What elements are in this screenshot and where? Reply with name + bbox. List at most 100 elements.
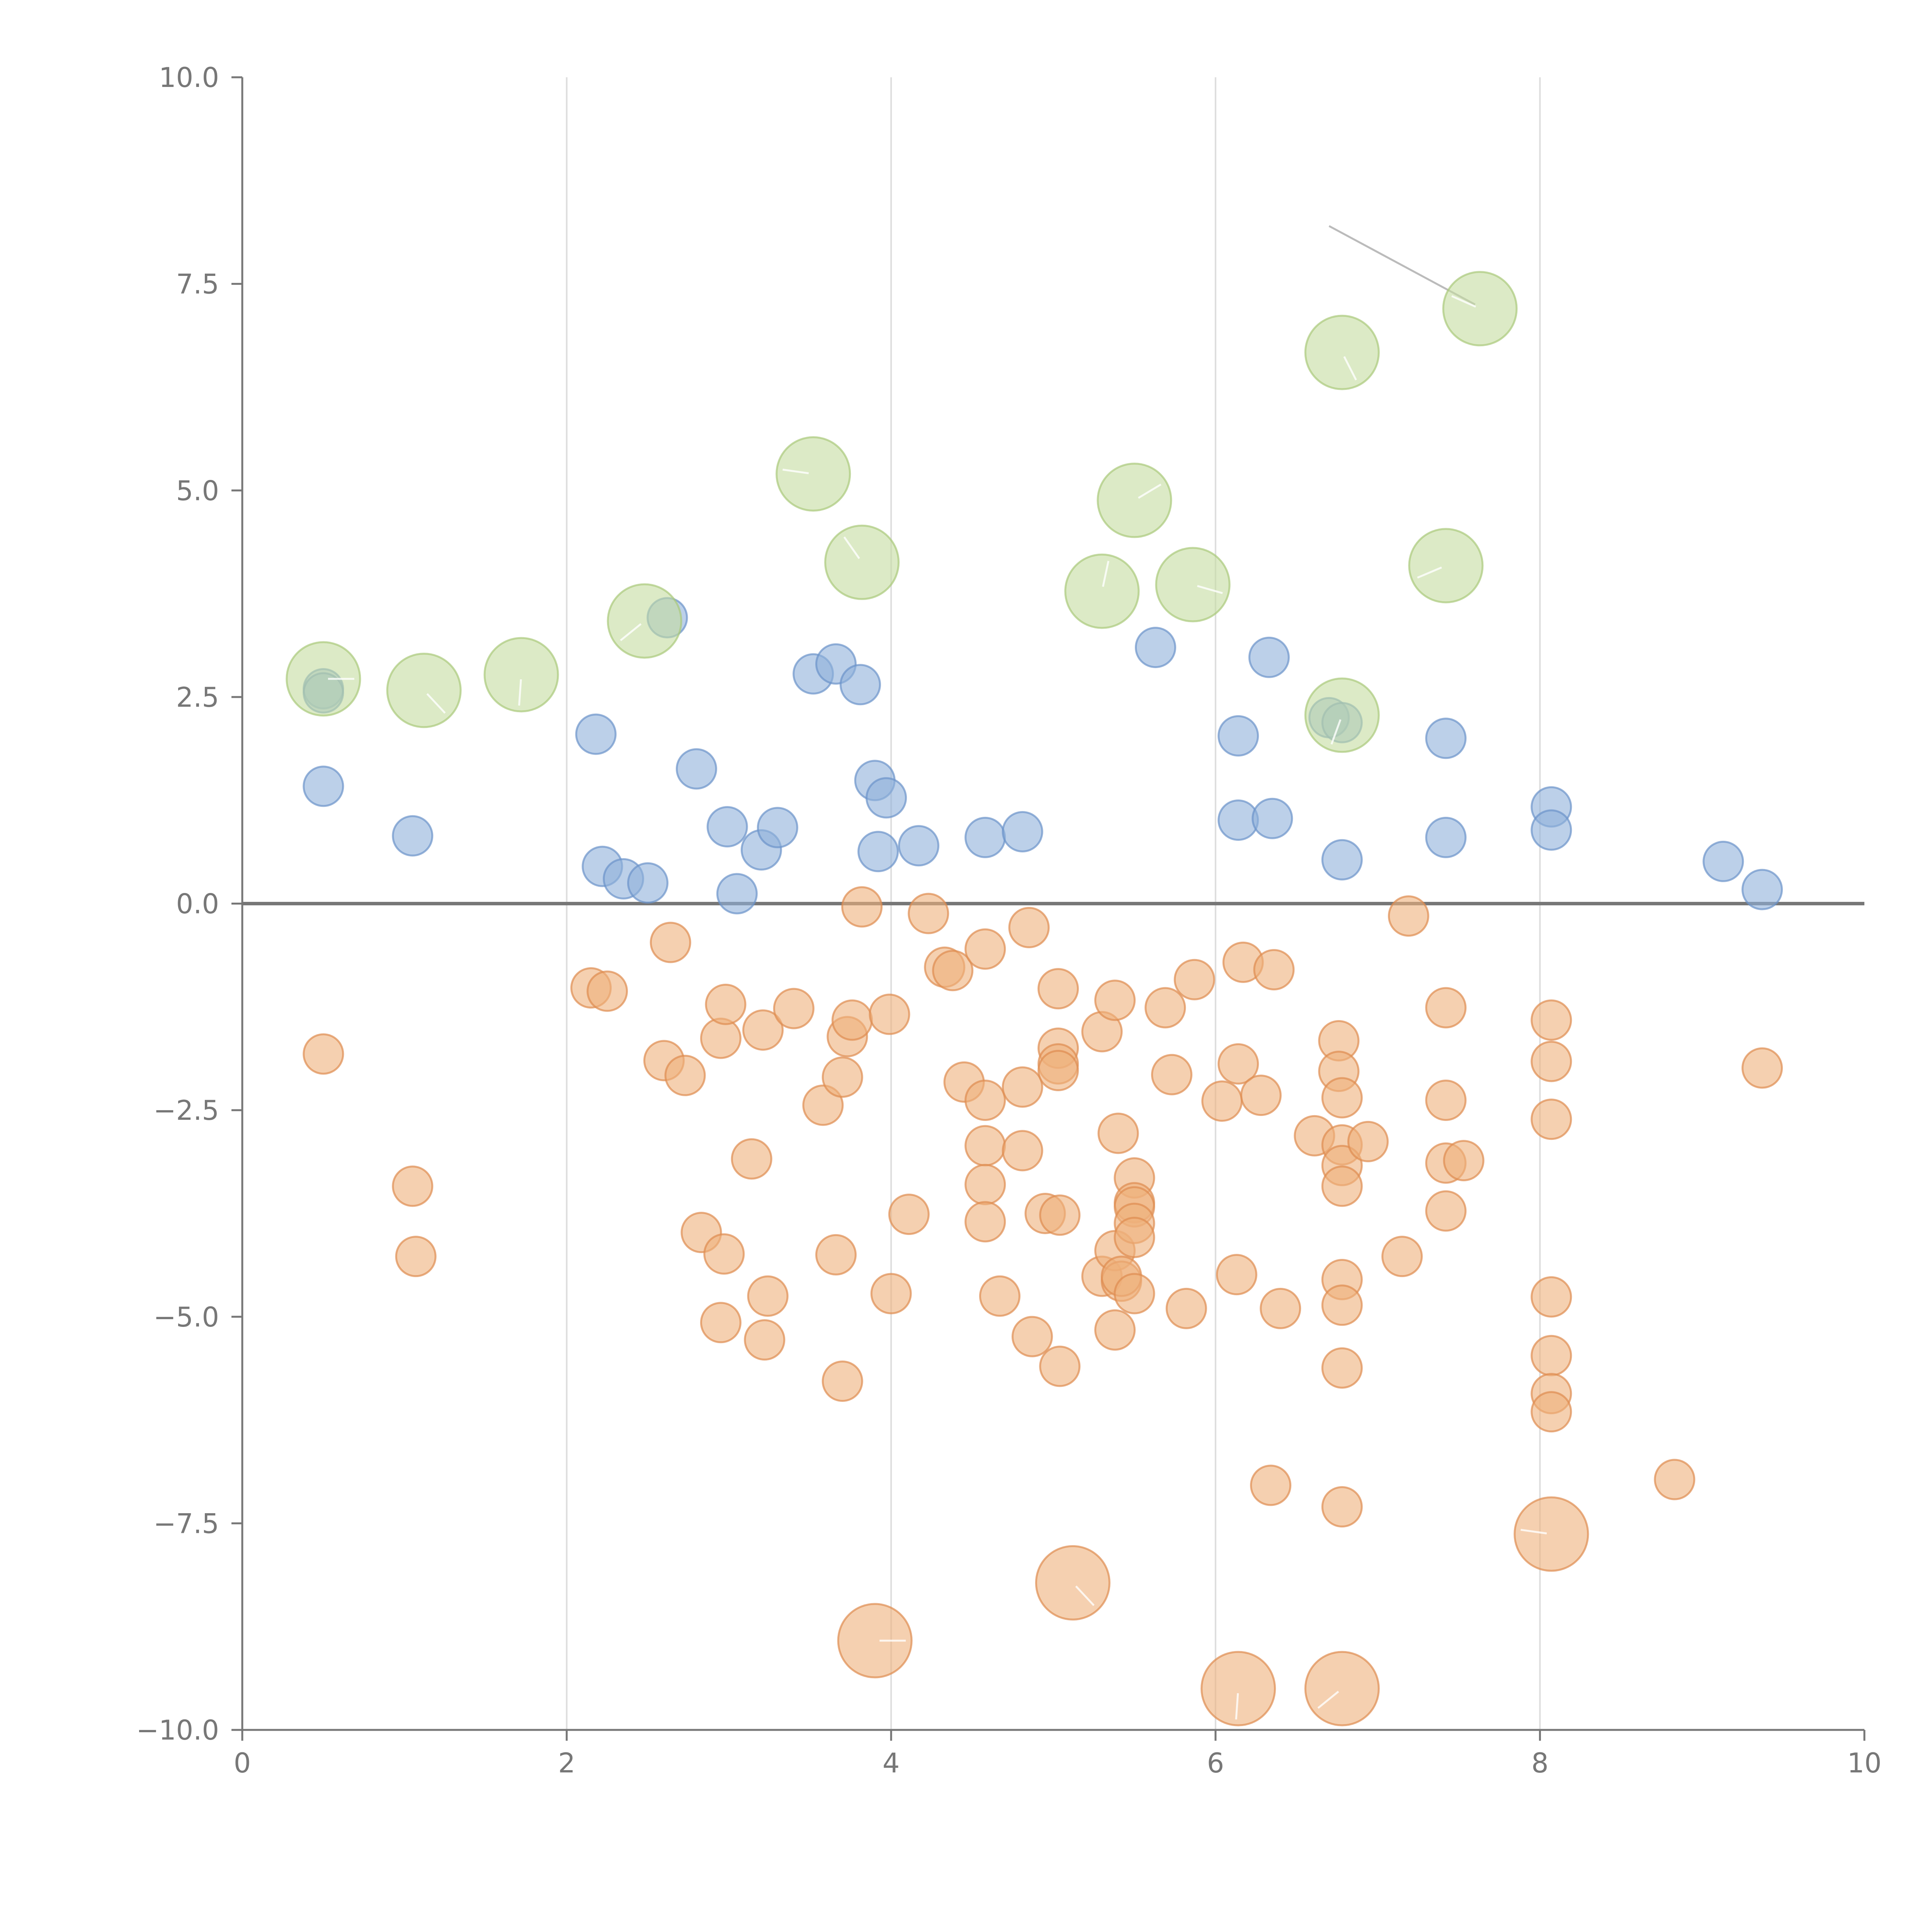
positive-point [1248,636,1290,678]
negative-point [979,1275,1020,1317]
positive-point [716,873,758,915]
positive-highlight-label-line [1417,566,1442,579]
positive-highlight-point [1064,553,1140,629]
y-tick-label: −7.5 [153,1508,219,1539]
negative-point [1145,987,1186,1029]
negative-point [1151,1054,1192,1095]
positive-point [866,777,907,819]
positive-highlight-point [1097,463,1172,538]
positive-highlight-point [607,583,682,659]
positive-highlight-point [1304,677,1380,753]
negative-point [888,1194,930,1235]
negative-point [831,999,873,1041]
positive-point [303,765,344,807]
tick-labels: 10.0 7.5 5.0 2.5 0.0 −2.5 −5.0 −7.5 −10.0 0 2 4 6 8 10 [136,62,1881,1779]
positive-point [1702,840,1744,882]
negative-point [964,1079,1006,1121]
negative-point [1321,1284,1363,1326]
negative-highlight-point [1304,1651,1380,1726]
negative-point [1037,1049,1079,1091]
positive-point [1531,809,1572,851]
negative-point [1321,1165,1363,1207]
y-tick-label: 2.5 [176,682,219,713]
negative-point [705,983,747,1025]
y-tick-label: −5.0 [153,1301,219,1333]
y-tick-label: −10.0 [136,1714,219,1746]
negative-point [703,1233,745,1275]
negative-point [1321,1077,1363,1119]
negative-point [1425,987,1467,1029]
positive-highlight-point [483,637,559,713]
negative-point [1201,1080,1243,1122]
negative-point [1742,1047,1783,1089]
positive-highlight-label-line [843,536,860,559]
x-tick-label: 4 [883,1747,900,1779]
negative-point [1218,1043,1259,1085]
negative-point [1114,1216,1155,1258]
x-tick-label: 6 [1207,1747,1225,1779]
negative-point [869,993,910,1035]
data-points [286,271,1783,1726]
negative-point [964,1201,1006,1243]
positive-highlight-label-line [620,623,642,641]
negative-point [908,893,949,934]
negative-point [1531,1391,1572,1433]
positive-highlight-point [1442,271,1518,347]
negative-point [1173,959,1215,1000]
negative-point [1240,1075,1282,1116]
positive-point [1742,869,1783,910]
negative-highlight-label-line [1235,1693,1239,1720]
negative-point [1037,968,1079,1010]
negative-point [964,928,1006,970]
y-tick-label: 7.5 [176,269,219,300]
positive-point [675,748,717,790]
negative-point [841,886,883,928]
positive-highlight-label-line [1451,295,1476,308]
positive-highlight-point [1155,547,1231,622]
x-tick-label: 0 [234,1747,251,1779]
negative-highlight-point [1514,1496,1589,1572]
negative-point [731,1138,772,1180]
positive-point [757,807,798,849]
negative-point [821,1056,863,1098]
positive-point [857,831,899,872]
negative-point [1654,1459,1696,1500]
negative-point [1039,1194,1081,1236]
negative-point [1531,1276,1572,1318]
positive-highlight-point [1408,528,1484,604]
negative-highlight-point [1035,1545,1111,1621]
negative-point [1531,999,1572,1041]
positive-highlight-label-line [1138,483,1162,499]
negative-point [964,1125,1006,1167]
positive-point [964,816,1006,858]
y-tick-label: 5.0 [176,475,219,507]
negative-highlight-label-line [1317,1690,1339,1709]
negative-point [1097,1112,1139,1154]
positive-point [839,664,881,706]
negative-highlight-label-line [1075,1585,1095,1606]
negative-point [1531,1099,1572,1140]
negative-point [1008,907,1050,949]
axes [231,76,1866,1741]
positive-highlight-point [1304,315,1380,390]
positive-highlight-label-line [1197,585,1223,594]
negative-point [1321,1347,1363,1389]
positive-highlight-label-line [1102,561,1110,587]
positive-point [1218,715,1259,757]
negative-point [1011,1316,1053,1357]
negative-point [1347,1121,1389,1162]
negative-point [1250,1464,1292,1506]
positive-point [392,815,434,857]
negative-point [1425,1079,1467,1121]
negative-point [1165,1287,1207,1329]
positive-point [706,806,748,848]
negative-point [1381,1236,1423,1277]
positive-highlight-point [286,641,361,717]
positive-point [1002,811,1043,852]
y-tick-label: 0.0 [176,888,219,920]
positive-point [1425,718,1467,759]
negative-point [392,1165,434,1207]
negative-point [1002,1130,1043,1172]
positive-highlight-label-line [1330,719,1342,745]
